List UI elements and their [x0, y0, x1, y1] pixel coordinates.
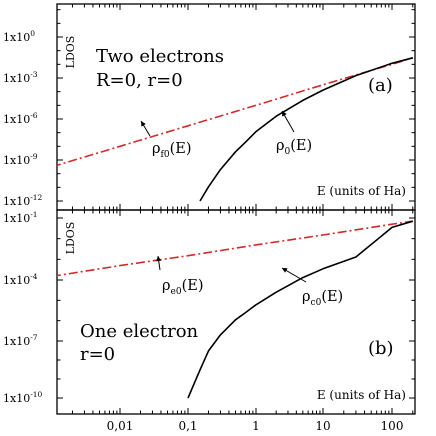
pointer-arrowhead — [282, 268, 288, 273]
curve-label-symbol: ρ — [276, 138, 285, 154]
y-tick-label: 1x10-12 — [3, 193, 43, 208]
curve-label: ρc0(E) — [302, 289, 343, 308]
x-axis-label: E (units of Ha) — [317, 184, 406, 198]
curve-label-subscript: 0 — [285, 147, 291, 157]
x-tick-label: 100 — [381, 419, 404, 433]
reference-curve-a — [57, 57, 414, 167]
curve-label-subscript: c0 — [311, 298, 322, 308]
curve-label-argument: (E) — [321, 289, 343, 305]
reference-curve-b — [57, 220, 413, 277]
series-group-a — [57, 57, 414, 202]
x-tick-label: 0,01 — [107, 419, 134, 433]
pointer-arrowhead — [156, 256, 162, 262]
annotation-line: r=0 — [80, 344, 115, 365]
curve-label-subscript: e0 — [171, 287, 182, 297]
curve-label: ρ0(E) — [276, 138, 312, 157]
y-tick-base: 1x10 — [3, 212, 30, 225]
y-tick-label: 1x10-3 — [3, 70, 38, 85]
y-tick-label: 1x10-4 — [3, 272, 38, 287]
y-tick-exponent: -10 — [30, 390, 42, 399]
series-group-b — [57, 220, 414, 399]
annotation-line: One electron — [80, 321, 199, 342]
y-tick-exponent: -7 — [30, 333, 38, 342]
pointer-arrowhead — [282, 111, 287, 117]
annotation-line: Two electrons — [96, 46, 224, 67]
pointer-arrowhead — [141, 121, 146, 127]
y-tick-base: 1x10 — [3, 274, 30, 287]
panel-b: 0,01 0,1 1 10 1001x10-101x10-71x10-41x10-1LD… — [3, 209, 416, 433]
plot-frame-b — [56, 209, 416, 415]
y-tick-label: 1x10-1 — [3, 210, 38, 225]
y-tick-exponent: -4 — [30, 272, 38, 281]
curve-label-symbol: ρ — [162, 278, 171, 294]
y-tick-base: 1x10 — [3, 392, 30, 405]
panel-tag: (b) — [368, 338, 394, 359]
ldos-curve-b — [187, 220, 414, 399]
y-tick-base: 1x10 — [3, 154, 30, 167]
curve-label: ρf0(E) — [152, 141, 192, 160]
curve-label-symbol: ρ — [152, 141, 161, 157]
y-tick-exponent: -6 — [30, 111, 38, 120]
y-tick-exponent: 0 — [30, 29, 35, 38]
curve-label-argument: (E) — [182, 278, 204, 294]
curve-label-symbol: ρ — [302, 289, 311, 305]
y-tick-base: 1x10 — [3, 195, 30, 208]
ldos-curve-a — [199, 57, 414, 202]
y-tick-base: 1x10 — [3, 31, 30, 44]
y-tick-label: 1x10-6 — [3, 111, 38, 126]
x-tick-label: 0,1 — [178, 419, 197, 433]
y-tick-base: 1x10 — [3, 113, 30, 126]
y-tick-exponent: -3 — [30, 70, 38, 79]
y-tick-base: 1x10 — [3, 335, 30, 348]
y-tick-label: 1x10-10 — [3, 390, 43, 405]
y-tick-label: 1x10-7 — [3, 333, 38, 348]
curve-label-subscript: f0 — [161, 150, 170, 160]
x-tick-label: 1 — [252, 419, 260, 433]
y-tick-label: 1x100 — [3, 29, 35, 44]
x-axis-label: E (units of Ha) — [317, 388, 406, 402]
curve-label-argument: (E) — [170, 141, 192, 157]
y-axis-label: LDOS — [64, 36, 77, 69]
plot-frame-a — [56, 3, 416, 211]
curve-label: ρe0(E) — [162, 278, 204, 297]
x-tick-label: 10 — [315, 419, 330, 433]
y-tick-base: 1x10 — [3, 72, 30, 85]
y-tick-label: 1x10-9 — [3, 152, 38, 167]
y-axis-label: LDOS — [64, 222, 77, 255]
y-tick-exponent: -12 — [30, 193, 42, 202]
y-tick-exponent: -9 — [30, 152, 38, 161]
y-tick-exponent: -1 — [30, 210, 37, 219]
curve-label-argument: (E) — [290, 138, 312, 154]
panel-tag: (a) — [368, 75, 393, 96]
annotation-line: R=0, r=0 — [96, 70, 183, 91]
